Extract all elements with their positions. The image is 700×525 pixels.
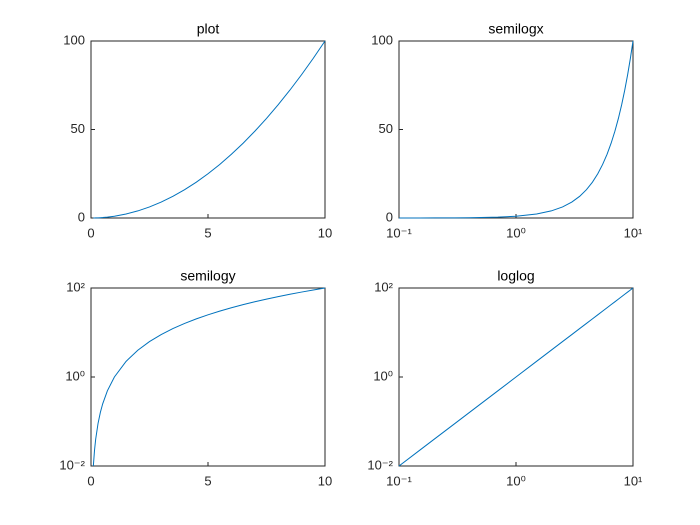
y-tick-label: 0 <box>386 209 393 224</box>
axes-box <box>398 40 634 219</box>
axes-box <box>90 287 326 467</box>
data-line <box>398 287 634 467</box>
y-tick-label: 50 <box>379 121 393 136</box>
y-tick-label: 10⁰ <box>373 368 393 383</box>
axes-box <box>90 40 326 219</box>
x-tick-label: 10 <box>318 473 332 488</box>
y-tick-label: 0 <box>78 209 85 224</box>
x-tick-label: 10⁻¹ <box>386 473 412 488</box>
x-tick-label: 5 <box>204 225 211 240</box>
y-tick-label: 10⁻² <box>59 457 85 472</box>
y-tick-label: 10² <box>374 279 393 294</box>
y-tick-label: 50 <box>71 121 85 136</box>
x-tick-label: 10¹ <box>624 473 643 488</box>
data-line <box>92 287 326 467</box>
x-tick-label: 10 <box>318 225 332 240</box>
y-tick-label: 10⁰ <box>65 368 85 383</box>
x-tick-label: 10⁰ <box>506 225 526 240</box>
x-tick-label: 10⁻¹ <box>386 225 412 240</box>
x-tick-label: 10⁰ <box>506 473 526 488</box>
subplot-title: semilogx <box>488 21 543 37</box>
x-tick-label: 0 <box>87 225 94 240</box>
y-tick-label: 10² <box>66 279 85 294</box>
x-tick-label: 0 <box>87 473 94 488</box>
y-tick-label: 10⁻² <box>367 457 393 472</box>
x-tick-label: 10¹ <box>624 225 643 240</box>
y-tick-label: 100 <box>371 32 393 47</box>
subplot-title: semilogy <box>180 268 235 284</box>
data-line <box>398 40 634 219</box>
subplot-title: plot <box>197 21 220 37</box>
data-line <box>93 40 326 219</box>
x-tick-label: 5 <box>204 473 211 488</box>
subplot-title: loglog <box>497 268 534 284</box>
y-tick-label: 100 <box>63 32 85 47</box>
